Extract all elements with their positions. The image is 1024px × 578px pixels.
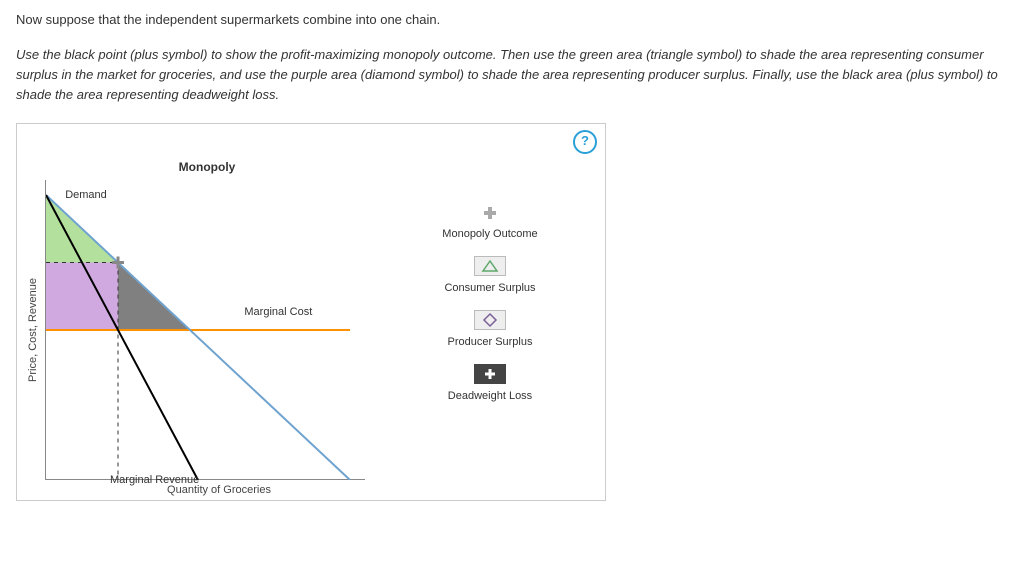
legend-label: Consumer Surplus	[405, 282, 575, 294]
exercise-panel: ? Monopoly Price, Cost, Revenue Demand Ma…	[16, 123, 606, 501]
legend-item-consumer-surplus[interactable]: Consumer Surplus	[405, 256, 575, 294]
demand-line	[46, 195, 350, 480]
x-axis-label: Quantity of Groceries	[51, 484, 387, 496]
legend-item-deadweight-loss[interactable]: Deadweight Loss	[405, 364, 575, 402]
producer-surplus-region	[46, 263, 118, 331]
marginal-revenue-label: Marginal Revenue	[110, 474, 199, 486]
marginal-revenue-line	[46, 195, 198, 480]
marginal-cost-label: Marginal Cost	[244, 306, 312, 318]
instructions-text: Use the black point (plus symbol) to sho…	[16, 45, 1008, 105]
plus-filled-icon	[474, 364, 506, 384]
diamond-icon	[474, 310, 506, 330]
chart-title: Monopoly	[27, 160, 387, 174]
chart-svg	[46, 180, 366, 480]
legend: Monopoly Outcome Consumer Surplus Producer…	[405, 160, 575, 418]
chart-plot-area[interactable]: DemandMarginal CostMarginal Revenue	[45, 180, 365, 480]
legend-item-monopoly-outcome[interactable]: Monopoly Outcome	[405, 204, 575, 240]
help-icon[interactable]: ?	[573, 130, 597, 154]
chart-container: Monopoly Price, Cost, Revenue Demand Marg…	[27, 160, 387, 496]
demand-label: Demand	[65, 189, 107, 201]
intro-text: Now suppose that the independent superma…	[16, 12, 1008, 27]
plus-icon	[481, 204, 499, 222]
y-axis-label: Price, Cost, Revenue	[27, 278, 39, 382]
legend-item-producer-surplus[interactable]: Producer Surplus	[405, 310, 575, 348]
legend-label: Producer Surplus	[405, 336, 575, 348]
legend-label: Monopoly Outcome	[405, 228, 575, 240]
legend-label: Deadweight Loss	[405, 390, 575, 402]
triangle-icon	[474, 256, 506, 276]
